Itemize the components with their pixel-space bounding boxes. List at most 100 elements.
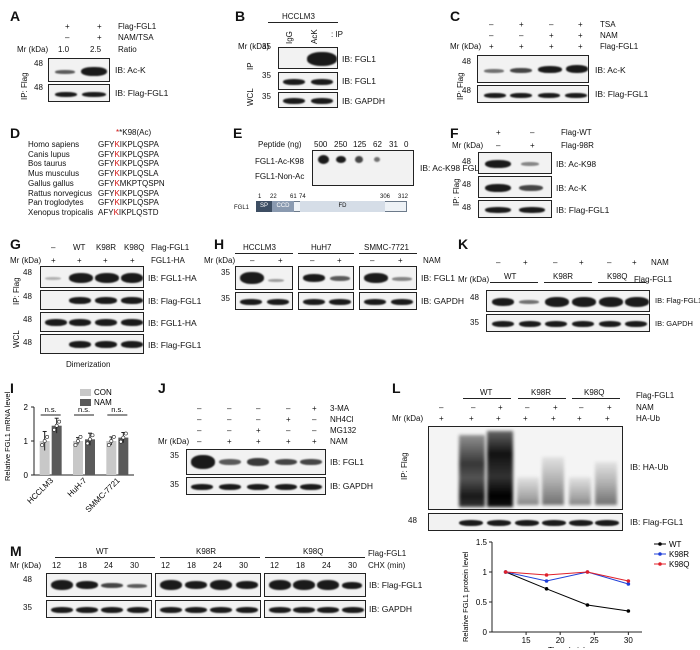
b-ip-side: IP xyxy=(246,62,255,70)
i-y-label: Relative FGL1 mRNA level xyxy=(3,391,12,481)
e-domain-name: FGL1 xyxy=(234,205,250,211)
panel-label-i: I xyxy=(10,380,14,396)
m-mr-label: Mr (kDa) xyxy=(10,561,42,570)
b-mr-label: Mr (kDa) xyxy=(238,42,270,51)
d-species-item: Pan troglodytes xyxy=(28,198,84,208)
g-mr-label: Mr (kDa) xyxy=(10,256,42,265)
g-blot-ip-ha xyxy=(40,266,144,288)
a-blot-flag xyxy=(48,84,110,102)
k-group-k98r: K98R xyxy=(553,272,574,281)
k-nam-3: – xyxy=(553,258,558,267)
j-mr-label: Mr (kDa) xyxy=(158,437,190,446)
b-ib-3: IB: GAPDH xyxy=(342,96,385,106)
k-mr-label: Mr (kDa) xyxy=(458,275,490,284)
g-ib-3: IB: FGL1-HA xyxy=(148,318,197,328)
a-mr-label: Mr (kDa) xyxy=(17,45,49,54)
i-point xyxy=(123,431,128,436)
h-mw-2: 35 xyxy=(221,294,230,303)
i-sig-label: n.s. xyxy=(78,405,90,414)
e-amount-4: 62 xyxy=(373,140,382,149)
d-seq-list: GFYKIKPLQSPA GFYKIKPLQSPA GFYKIKPLQSPA GFYK… xyxy=(98,140,165,218)
a-ib-flag: IB: Flag-FGL1 xyxy=(115,88,169,98)
i-point xyxy=(54,423,59,428)
e-domain-sp: SP xyxy=(256,201,272,212)
i-point xyxy=(109,439,114,443)
m-x-label: Time (min) xyxy=(548,646,586,648)
i-point xyxy=(90,433,95,438)
i-point xyxy=(42,439,47,443)
j-nh-4: + xyxy=(286,415,291,424)
c-nam-2: – xyxy=(519,31,524,40)
b-blot-ip-fgl1 xyxy=(278,47,338,69)
j-ma-5: + xyxy=(312,404,317,413)
f-wt-2: – xyxy=(530,128,535,137)
g-footer: Dimerization xyxy=(66,360,111,369)
a-ratio-1: 1.0 xyxy=(58,45,70,54)
m-time-label: 18 xyxy=(296,561,305,570)
e-row-nonac: FGL1-Non-Ac xyxy=(255,172,305,181)
l-nam-6: – xyxy=(579,403,584,412)
i-legend-label: NAM xyxy=(94,398,112,407)
d-seq-post: MKPTQSPN xyxy=(119,178,165,188)
i-legend-label: CON xyxy=(94,388,112,397)
j-mg-3: + xyxy=(256,426,261,435)
j-row-3ma: 3-MA xyxy=(330,404,350,413)
h-line-2 xyxy=(298,253,354,254)
m-series-line xyxy=(505,571,629,582)
i-x-tick-label: SMMC-7721 xyxy=(84,476,123,515)
g-lane-3: K98R xyxy=(96,243,117,252)
d-seq-post: IKPLQSPA xyxy=(119,149,159,159)
l-line-3 xyxy=(572,398,620,399)
d-seq-pre: GFY xyxy=(98,178,115,188)
f-ib-2: IB: Ac-K xyxy=(556,183,587,193)
d-seq-item: GFYKIKPLQSPA xyxy=(98,150,165,160)
g-blot-wcl-ha xyxy=(40,312,144,332)
k-blot-flag xyxy=(486,290,650,312)
h-nam-2: + xyxy=(278,256,283,265)
j-mg-1: – xyxy=(197,426,202,435)
m-time-label: 12 xyxy=(52,561,61,570)
f-98r-2: + xyxy=(530,141,535,150)
l-ip-label: IP: Flag xyxy=(400,452,409,480)
f-mw-2: 48 xyxy=(462,180,471,189)
d-seq-item: AFYKIKPLQSTD xyxy=(98,208,165,218)
m-legend-marker xyxy=(658,542,662,546)
m-chx-label: CHX (min) xyxy=(368,561,406,570)
g-ib-4: IB: Flag-FGL1 xyxy=(148,340,202,350)
panel-label-e: E xyxy=(233,125,243,141)
d-seq-k98: K xyxy=(114,140,120,149)
l-smear-2 xyxy=(487,431,513,507)
e-domain-fd: FD xyxy=(300,201,385,212)
m-blot-flag-k98r xyxy=(155,573,261,597)
d-seq-k98: K xyxy=(114,159,120,169)
d-seq-post: IKPLQSPA xyxy=(119,198,159,208)
i-bar xyxy=(51,425,62,475)
panel-label-m: M xyxy=(10,543,22,559)
d-seq-post: IKPLQSPA xyxy=(119,188,159,198)
g-lane-1: – xyxy=(51,243,56,252)
j-nh-2: – xyxy=(227,415,232,424)
c-flag-2: + xyxy=(519,42,524,51)
i-point xyxy=(73,443,78,447)
l-ib-2: IB: Flag-FGL1 xyxy=(630,517,684,527)
d-species-list: Homo sapiens Canis lupus Bos taurus Mus mus… xyxy=(28,140,93,218)
d-seq-post: IKPLQSPA xyxy=(119,140,159,149)
d-seq-k98: K xyxy=(114,188,120,198)
j-row-mg132: MG132 xyxy=(330,426,357,435)
d-header: **K98(Ac) xyxy=(116,128,152,137)
h-nam-6: + xyxy=(398,256,403,265)
d-species-item: Gallus gallus xyxy=(28,178,74,188)
m-line-2 xyxy=(160,557,260,558)
h-cell-3: SMMC-7721 xyxy=(364,243,409,252)
d-seq-item: GFYKIKPLQSLA xyxy=(98,169,165,179)
m-point xyxy=(544,579,549,583)
k-mw-2: 35 xyxy=(470,318,479,327)
d-seq-post: IKPLQSTD xyxy=(118,207,159,217)
a-ratio-2: 2.5 xyxy=(90,45,102,54)
f-wt-1: + xyxy=(496,128,501,137)
i-point xyxy=(118,439,123,444)
l-nam-2: – xyxy=(471,403,476,412)
j-ma-2: – xyxy=(227,404,232,413)
m-series-line xyxy=(505,571,629,585)
j-mg-2: – xyxy=(227,426,232,435)
